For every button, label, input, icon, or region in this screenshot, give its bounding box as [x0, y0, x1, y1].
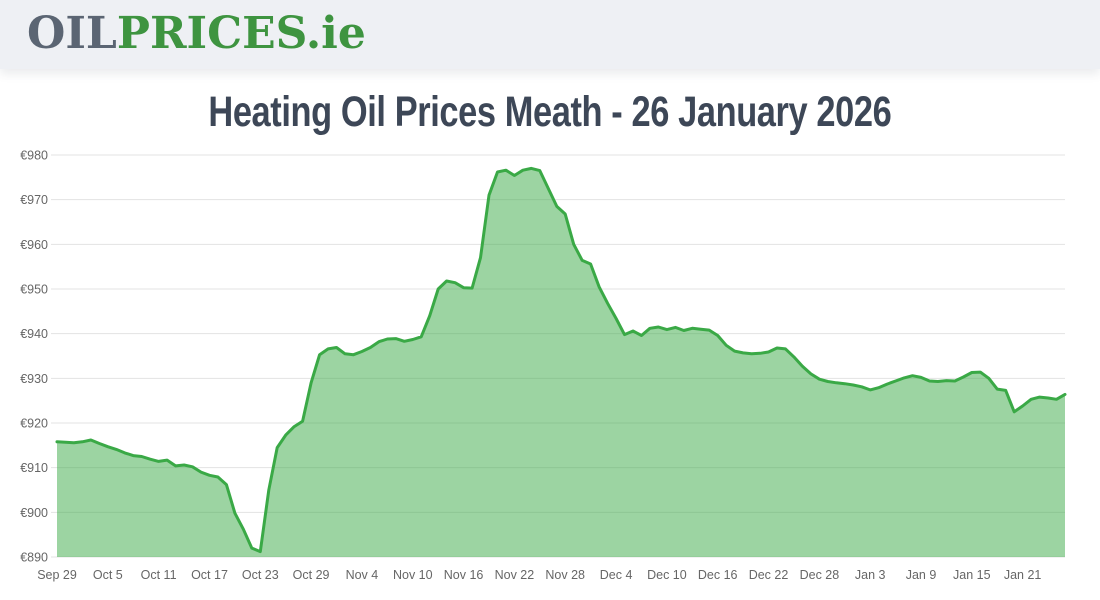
price-area [57, 168, 1065, 557]
x-axis-labels: Sep 29 Oct 5 Oct 11 Oct 17 Oct 23 Oct 29 Nov 4… [37, 568, 1041, 582]
x-tick-label: Sep 29 [37, 568, 77, 582]
x-tick-label: Oct 17 [191, 568, 228, 582]
logo-text-prices: PRICES [116, 8, 306, 59]
y-tick-label: €910 [20, 461, 48, 475]
y-tick-label: €960 [20, 238, 48, 252]
x-tick-label: Dec 22 [749, 568, 789, 582]
logo-text-ie: .ie [305, 8, 366, 59]
x-tick-label: Oct 23 [242, 568, 279, 582]
y-tick-label: €970 [20, 193, 48, 207]
x-tick-label: Jan 9 [906, 568, 937, 582]
page-title-text: Heating Oil Prices Meath - 26 January 20… [208, 88, 892, 136]
y-tick-label: €940 [20, 327, 48, 341]
y-tick-label: €920 [20, 417, 48, 431]
site-logo[interactable]: OILPRICES.ie [27, 7, 366, 61]
x-tick-label: Oct 11 [141, 568, 177, 582]
x-tick-label: Jan 15 [953, 568, 991, 582]
x-tick-label: Jan 21 [1004, 568, 1042, 582]
x-tick-label: Dec 16 [698, 568, 738, 582]
x-tick-label: Nov 22 [495, 568, 535, 582]
price-chart: €890 €900 €910 €920 €930 €940 €950 €960 €970 €980… [0, 140, 1100, 600]
x-tick-label: Nov 28 [545, 568, 585, 582]
y-axis-labels: €890 €900 €910 €920 €930 €940 €950 €960 €970 €980 [20, 149, 48, 565]
x-tick-label: Dec 10 [647, 568, 687, 582]
x-tick-label: Dec 28 [800, 568, 840, 582]
x-tick-label: Jan 3 [855, 568, 886, 582]
y-tick-label: €950 [20, 283, 48, 297]
price-line [55, 166, 1067, 554]
site-header: OILPRICES.ie [0, 0, 1100, 69]
price-chart-svg: €890 €900 €910 €920 €930 €940 €950 €960 €970 €980… [20, 149, 1067, 582]
x-tick-label: Oct 29 [293, 568, 330, 582]
logo-text-oil: OIL [27, 8, 117, 59]
x-tick-label: Nov 16 [444, 568, 484, 582]
x-tick-label: Nov 4 [346, 568, 379, 582]
x-tick-label: Oct 5 [93, 568, 123, 582]
y-tick-label: €890 [20, 551, 48, 565]
y-tick-label: €930 [20, 372, 48, 386]
x-tick-label: Nov 10 [393, 568, 433, 582]
x-tick-label: Dec 4 [600, 568, 633, 582]
y-tick-label: €900 [20, 506, 48, 520]
y-tick-label: €980 [20, 149, 48, 163]
page-title: Heating Oil Prices Meath - 26 January 20… [0, 86, 1100, 138]
